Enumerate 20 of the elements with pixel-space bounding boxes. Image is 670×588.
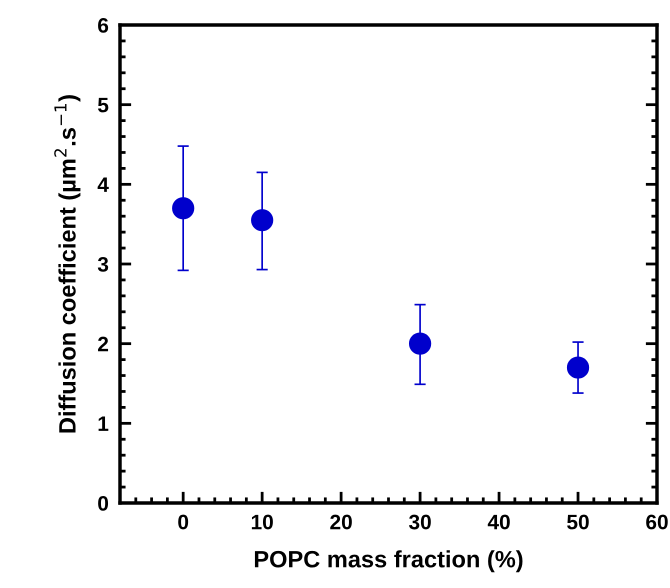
x-tick-label: 0	[178, 514, 188, 530]
x-tick-label: 20	[330, 514, 352, 530]
y-tick-label: 0	[98, 496, 108, 511]
point	[172, 197, 194, 220]
x-tick-label: 10	[252, 514, 273, 530]
y-tick-label: 3	[98, 257, 108, 272]
y-tick-label: 6	[98, 18, 108, 33]
x-tick-label: 60	[646, 514, 668, 530]
y-axis-title: Diffusion coefficient (µm$^{2}$.s$^{−1}$)	[54, 95, 80, 433]
point	[566, 356, 590, 379]
point	[408, 332, 432, 355]
x-tick-label: 50	[567, 514, 589, 530]
y-tick-label: 1	[98, 416, 108, 431]
y-tick-label: 5	[98, 98, 108, 112]
y-tick-label: 4	[98, 178, 109, 192]
y-tick-label: 2	[98, 336, 108, 352]
x-axis-title: POPC mass fraction (%)	[254, 550, 522, 572]
x-tick-label: 30	[408, 514, 431, 530]
x-tick-label: 40	[488, 514, 510, 530]
point	[251, 209, 274, 232]
